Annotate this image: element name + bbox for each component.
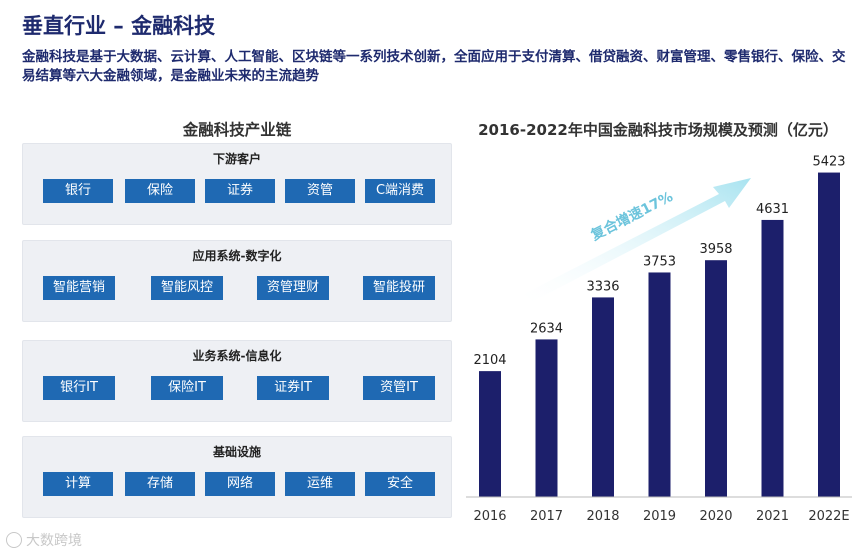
layer-title: 业务系统-信息化 — [192, 349, 282, 363]
chip-smart-risk-control: 智能风控 — [151, 276, 223, 300]
chart-title: 2016-2022年中国金融科技市场规模及预测（亿元） — [478, 121, 838, 139]
chip-network: 网络 — [205, 472, 275, 496]
watermark: 大数跨境 — [6, 530, 82, 550]
tick-label-2016: 2016 — [473, 509, 506, 524]
chip-operations: 运维 — [285, 472, 355, 496]
growth-arrow-icon — [524, 178, 751, 302]
chip-insurance-it: 保险IT — [151, 376, 223, 400]
tick-label-2020: 2020 — [699, 509, 732, 524]
page-title: 垂直行业 – 金融科技 — [22, 14, 216, 38]
layer-title: 应用系统-数字化 — [192, 249, 282, 263]
chip-compute: 计算 — [43, 472, 113, 496]
chip-asset-management-it: 资管IT — [363, 376, 435, 400]
bar-2019 — [648, 272, 671, 497]
tick-label-2017: 2017 — [530, 509, 563, 524]
chip-securities-it: 证券IT — [257, 376, 329, 400]
layer-infrastructure: 基础设施 计算 存储 网络 运维 安全 — [22, 436, 452, 518]
watermark-logo-icon — [6, 532, 22, 548]
layer-title: 下游客户 — [212, 152, 261, 166]
chip-consumer: C端消费 — [365, 179, 435, 203]
bar-2017 — [535, 339, 558, 497]
chip-insurance: 保险 — [125, 179, 195, 203]
value-label-2021: 4631 — [756, 202, 789, 217]
chip-smart-marketing: 智能营销 — [43, 276, 115, 300]
intro-text: 金融科技是基于大数据、云计算、人工智能、区块链等一系列技术创新，全面应用于支付清… — [22, 49, 846, 84]
value-label-2017: 2634 — [530, 321, 563, 336]
layer-downstream-customers: 下游客户 银行 保险 证券 资管 C端消费 — [22, 143, 452, 225]
layer-business-systems: 业务系统-信息化 银行IT 保险IT 证券IT 资管IT — [22, 340, 452, 422]
industry-chain-title: 金融科技产业链 — [182, 121, 292, 139]
chip-securities: 证券 — [205, 179, 275, 203]
chip-smart-research: 智能投研 — [363, 276, 435, 300]
value-label-2018: 3336 — [586, 279, 619, 294]
bar-2020 — [705, 260, 727, 497]
chip-asset-management: 资管 — [285, 179, 355, 203]
bar-2018 — [592, 297, 614, 497]
chip-bank-it: 银行IT — [43, 376, 115, 400]
tick-label-2018: 2018 — [586, 509, 619, 524]
chip-storage: 存储 — [125, 472, 195, 496]
chip-security: 安全 — [365, 472, 435, 496]
tick-label-2019: 2019 — [643, 509, 676, 524]
growth-annotation: 复合增速17% — [587, 188, 675, 244]
bar-2016 — [479, 371, 501, 497]
tick-label-2022E: 2022E — [808, 509, 849, 524]
bar-2021 — [761, 219, 784, 497]
watermark-text: 大数跨境 — [26, 533, 82, 549]
value-label-2020: 3958 — [699, 242, 732, 257]
layer-application-systems: 应用系统-数字化 智能营销 智能风控 资管理财 智能投研 — [22, 240, 452, 322]
market-size-bar-chart: 2104 2016 2634 2017 3336 2018 3753 2019 3958 2020… — [466, 155, 852, 524]
chip-wealth-management: 资管理财 — [257, 276, 329, 300]
tick-label-2021: 2021 — [756, 509, 789, 524]
chip-bank: 银行 — [43, 179, 113, 203]
bar-2022E — [818, 172, 840, 497]
value-label-2016: 2104 — [473, 353, 506, 368]
layer-title: 基础设施 — [212, 445, 261, 459]
value-label-2019: 3753 — [643, 254, 676, 269]
value-label-2022E: 5423 — [812, 155, 845, 170]
